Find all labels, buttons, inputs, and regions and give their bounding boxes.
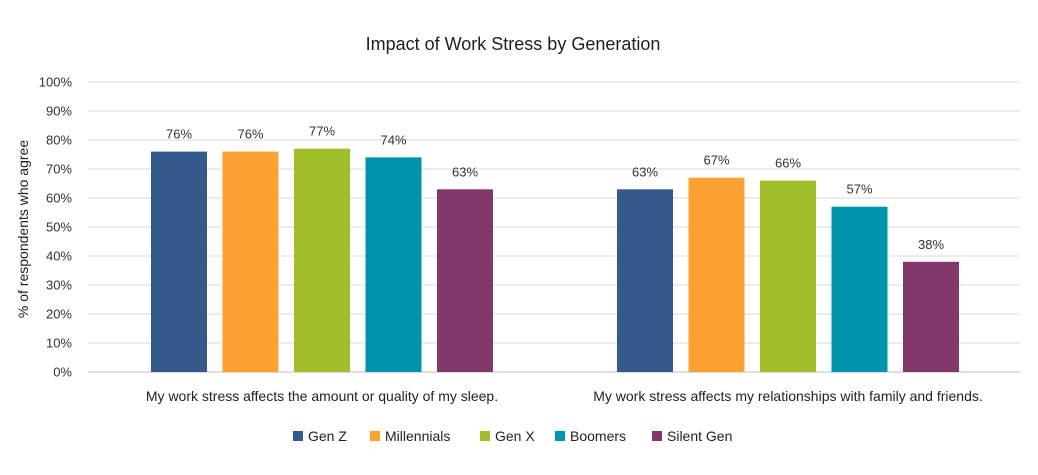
y-tick-label: 60% [46,191,72,206]
legend-swatch [480,431,490,441]
legend-label: Boomers [570,428,626,444]
bar [437,189,493,372]
y-tick-label: 40% [46,249,72,264]
data-label: 63% [452,164,478,179]
y-tick-label: 20% [46,307,72,322]
legend-label: Silent Gen [667,428,732,444]
legend-label: Gen X [495,428,535,444]
legend-label: Gen Z [308,428,347,444]
bar [688,177,745,372]
legend: Gen Z Millennials Gen X Boomers Silent Gen [293,428,732,444]
data-label: 38% [918,237,944,252]
chart-title: Impact of Work Stress by Generation [366,34,661,54]
legend-swatch [652,431,662,441]
bar [294,148,350,372]
y-axis-label: % of respondents who agree [15,140,31,318]
bar [222,151,279,372]
y-tick-label: 70% [46,162,72,177]
y-tick-label: 100% [39,75,73,90]
y-tick-label: 30% [46,278,72,293]
category-label: My work stress affects my relationships … [593,388,983,404]
y-tick-label: 50% [46,220,72,235]
data-label: 57% [846,182,872,197]
bar [617,189,673,372]
bar [365,157,422,372]
y-tick-label: 0% [53,365,72,380]
data-label: 76% [237,127,263,142]
category-labels: My work stress affects the amount or qua… [146,388,983,404]
y-axis-ticks: 0% 10% 20% 30% 40% 50% 60% 70% 80% 90% 100% [39,75,73,380]
data-label: 67% [703,153,729,168]
y-tick-label: 80% [46,133,72,148]
category-label: My work stress affects the amount or qua… [146,388,498,404]
legend-swatch [370,431,380,441]
data-label: 76% [166,127,192,142]
y-tick-label: 10% [46,336,72,351]
data-label: 77% [309,124,335,139]
legend-swatch [555,431,565,441]
legend-swatch [293,431,303,441]
legend-label: Millennials [385,428,450,444]
bar [151,151,207,372]
data-label: 74% [380,132,406,147]
data-label: 63% [632,164,658,179]
bars: 76% 63% 76% 67% 77% 66% 74% 57% 63% 38% [151,124,959,372]
bar [903,261,959,372]
y-tick-label: 90% [46,104,72,119]
data-label: 66% [775,156,801,171]
bar [760,180,816,372]
bar [831,206,888,372]
